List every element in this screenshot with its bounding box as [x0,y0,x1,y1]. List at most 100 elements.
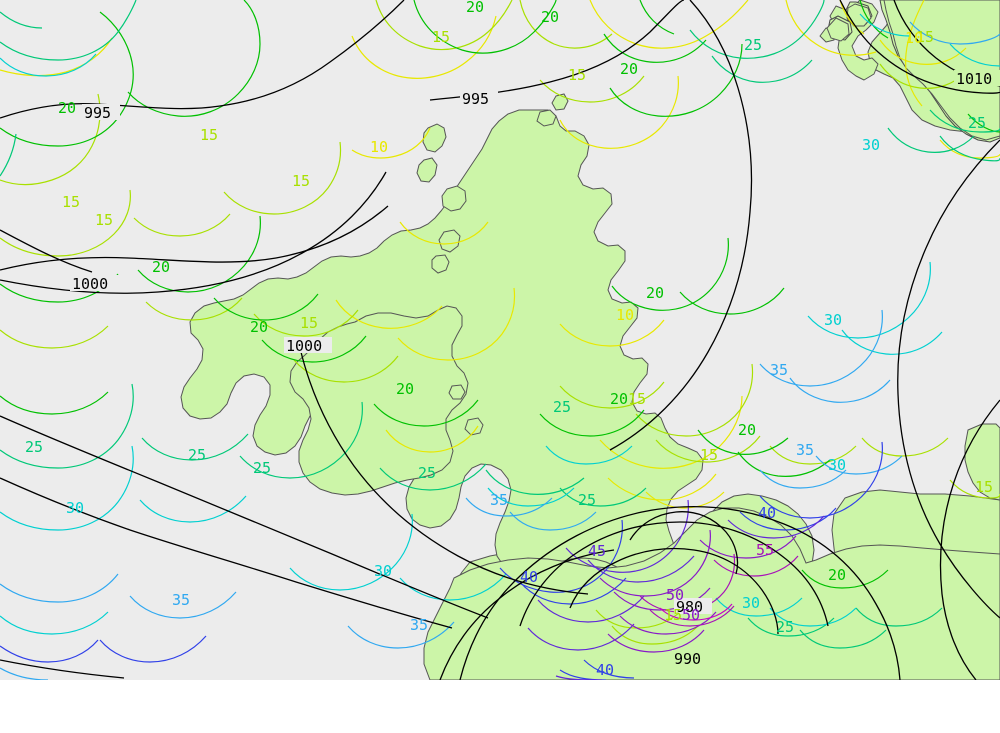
isotach-label: 25 [553,398,571,416]
map-canvas[interactable]: 995 995 1000 1000 1010 980 990 20 15 15 15 1… [0,0,1000,680]
isotach-label: 15 [292,172,310,190]
isotach-label: 30 [374,562,392,580]
map-svg[interactable]: 995 995 1000 1000 1010 980 990 201515151… [0,0,1000,680]
isotach-label: 25 [188,446,206,464]
isobar-outer-2 [897,139,1000,619]
isobar-1000-long [0,477,453,629]
isotach-label: 10 [905,29,923,47]
isotach-label: 30 [66,499,84,517]
isotach-label: 20 [828,566,846,584]
land-ireland [289,305,469,496]
isobar-label: 995 [84,104,111,122]
isotach-label: 35 [796,441,814,459]
isotach-label: 35 [770,361,788,379]
isotach-30 [0,13,1000,635]
isotach-label: 20 [646,284,664,302]
isotach-label: 20 [250,318,268,336]
isotach-40 [0,441,883,680]
isotach-label: 20 [396,380,414,398]
isotach-10 [0,0,1000,509]
isobar-995-a [0,0,405,119]
isotach-label: 20 [738,421,756,439]
isotach-label: 20 [610,390,628,408]
isotach-label: 35 [172,591,190,609]
isobar-990-outer [459,506,901,680]
island-mull [438,229,461,253]
isotach-25 [0,0,1000,649]
isotach-label: 30 [742,594,760,612]
isotach-label: 25 [776,618,794,636]
island-outer-hebrides-mid [416,157,438,183]
isobar-1010 [839,0,1000,94]
isotach-label: 15 [62,193,80,211]
footer-legend: Isotachs (mph) [mph] ECMWF Isotachs 10m … [0,680,1000,733]
isotach-20 [0,0,1000,589]
isobar-label: 1000 [286,337,322,355]
isobar-1000-b [299,347,589,595]
isobar-labels: 995 995 1000 1000 1010 980 990 [70,70,1000,668]
island-skye [441,185,467,212]
isotach-label: 15 [700,446,718,464]
isotach-35 [0,21,1000,680]
isotach-label: 15 [432,28,450,46]
isotach-label: 25 [578,491,596,509]
isobar-995-c [0,205,389,271]
isotach-60 [659,603,733,621]
island-anglesey [464,417,484,436]
isotach-label: 20 [58,99,76,117]
isotach-label: 30 [828,456,846,474]
isotach-label: 40 [596,661,614,679]
isotach-label: 20 [466,0,484,16]
isobar-label: 1000 [72,275,108,293]
isobar-outer-1 [609,0,753,451]
island-isle-of-man [448,384,466,400]
isotach-label: 25 [253,459,271,477]
isotach-label: 15 [200,126,218,144]
isotach-label: 35 [410,616,428,634]
isobar-label: 1010 [956,70,992,88]
isotach-contours [0,0,1000,680]
isotach-label: 40 [758,504,776,522]
isotach-label: 15 [916,28,934,46]
isobar-1005-east [939,399,1000,680]
isobar-980 [569,547,779,635]
isotach-label: 20 [152,258,170,276]
isotach-45 [527,499,825,680]
isobar-label: 995 [462,90,489,108]
land-norway-islet-1 [846,3,872,27]
isotach-label: 50 [666,586,684,604]
isobar-990-far [0,659,125,679]
island-islay [431,254,450,274]
isotach-label: 25 [744,36,762,54]
isotach-label: 10 [616,306,634,324]
isobar-985 [519,521,829,627]
isotach-label: 25 [968,114,986,132]
isotach-label: 10 [370,138,388,156]
isobar-label: 980 [676,598,703,616]
isobar-990-b [439,549,615,680]
isobar-1005 [0,229,93,273]
isotach-label: 15 [975,478,993,496]
isotach-label: 25 [418,464,436,482]
land-norway-islet-2 [826,17,850,42]
isotach-label: 55 [756,541,774,559]
isotach-label: 15 [664,606,682,624]
isotach-label: 15 [300,314,318,332]
isotach-label: 15 [568,66,586,84]
isotach-label: 15 [628,390,646,408]
isotach-label: 20 [541,8,559,26]
island-orkney [536,109,557,127]
isotach-label: 20 [620,60,638,78]
isotach-label: 40 [520,568,538,586]
isobar-label: 990 [674,650,701,668]
isotach-label: 50 [682,606,700,624]
isotach-label: 25 [25,438,43,456]
isotach-label: 35 [490,491,508,509]
isotach-label: 30 [862,136,880,154]
isotach-label: 45 [588,542,606,560]
island-shetland [551,93,569,111]
isotach-label: 30 [824,311,842,329]
land-denmark-jutland [964,423,1000,501]
